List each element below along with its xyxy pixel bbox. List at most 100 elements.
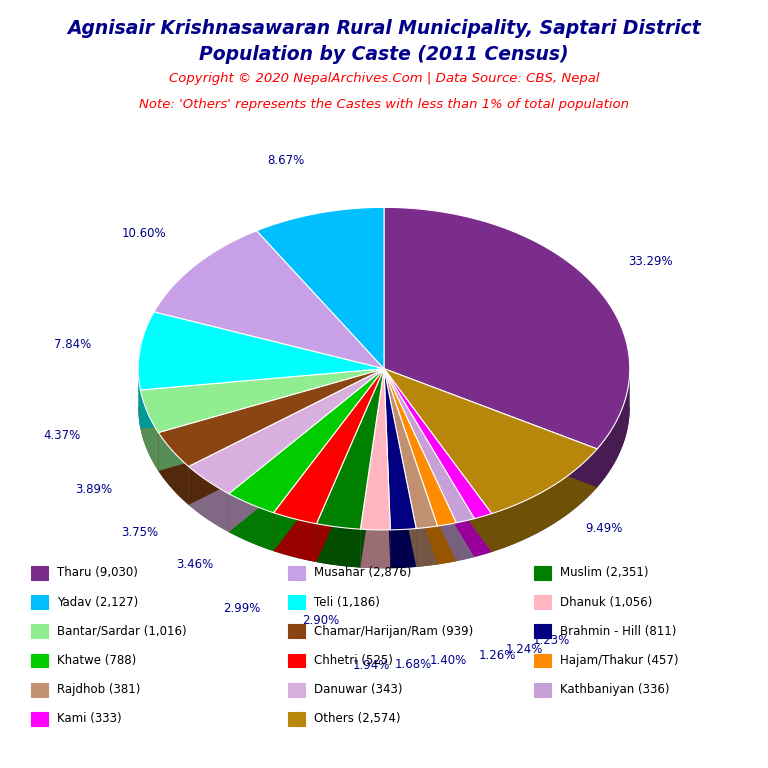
Bar (288, 566, 305, 580)
Bar (31, 683, 48, 697)
Text: 3.46%: 3.46% (176, 558, 213, 571)
Polygon shape (158, 369, 384, 466)
Polygon shape (360, 369, 390, 530)
Bar (288, 712, 305, 726)
Text: 4.37%: 4.37% (44, 429, 81, 442)
Bar (288, 654, 305, 667)
Text: Yadav (2,127): Yadav (2,127) (57, 596, 138, 608)
Polygon shape (384, 369, 456, 526)
Text: 3.89%: 3.89% (75, 482, 112, 495)
Text: Musahar (2,876): Musahar (2,876) (314, 567, 412, 579)
Polygon shape (360, 369, 384, 568)
Bar (288, 683, 305, 697)
Bar (31, 654, 48, 667)
Polygon shape (189, 369, 384, 494)
Bar (534, 624, 551, 638)
Polygon shape (158, 432, 189, 505)
Polygon shape (384, 369, 475, 523)
Polygon shape (141, 369, 384, 429)
Text: Rajdhob (381): Rajdhob (381) (57, 684, 141, 696)
Text: Agnisair Krishnasawaran Rural Municipality, Saptari District: Agnisair Krishnasawaran Rural Municipali… (67, 19, 701, 38)
Bar (31, 595, 48, 609)
Text: Hajam/Thakur (457): Hajam/Thakur (457) (560, 654, 678, 667)
Polygon shape (384, 369, 492, 518)
Polygon shape (384, 369, 438, 528)
Bar (288, 624, 305, 638)
Text: Chamar/Harijan/Ram (939): Chamar/Harijan/Ram (939) (314, 625, 473, 637)
Polygon shape (273, 369, 384, 551)
Polygon shape (316, 369, 384, 562)
Text: 1.23%: 1.23% (533, 634, 570, 647)
Text: 10.60%: 10.60% (122, 227, 167, 240)
Polygon shape (384, 369, 492, 552)
Polygon shape (229, 369, 384, 532)
Text: Bantar/Sardar (1,016): Bantar/Sardar (1,016) (57, 625, 187, 637)
Text: Teli (1,186): Teli (1,186) (314, 596, 380, 608)
Bar (31, 566, 48, 580)
Text: Muslim (2,351): Muslim (2,351) (560, 567, 648, 579)
Text: Chhetri (525): Chhetri (525) (314, 654, 393, 667)
Polygon shape (158, 369, 384, 471)
Polygon shape (273, 369, 384, 524)
Polygon shape (438, 523, 456, 564)
Bar (288, 595, 305, 609)
Text: 2.90%: 2.90% (303, 614, 339, 627)
Polygon shape (384, 369, 456, 561)
Text: Dhanuk (1,056): Dhanuk (1,056) (560, 596, 652, 608)
Text: Copyright © 2020 NepalArchives.Com | Data Source: CBS, Nepal: Copyright © 2020 NepalArchives.Com | Dat… (169, 72, 599, 85)
Polygon shape (384, 369, 598, 514)
Polygon shape (384, 369, 598, 488)
Polygon shape (384, 369, 416, 530)
Polygon shape (384, 207, 630, 449)
Polygon shape (360, 529, 390, 568)
Polygon shape (229, 494, 273, 551)
Text: 1.94%: 1.94% (353, 659, 389, 672)
Polygon shape (598, 369, 630, 488)
Bar (534, 683, 551, 697)
Text: 3.75%: 3.75% (121, 526, 158, 538)
Text: 1.24%: 1.24% (506, 643, 544, 656)
Polygon shape (384, 369, 475, 557)
Polygon shape (141, 369, 384, 432)
Text: Khatwe (788): Khatwe (788) (57, 654, 136, 667)
Polygon shape (384, 369, 390, 568)
Bar (534, 595, 551, 609)
Text: 1.68%: 1.68% (394, 658, 432, 671)
Text: 2.99%: 2.99% (223, 601, 260, 614)
Polygon shape (360, 369, 384, 568)
Text: 8.67%: 8.67% (267, 154, 305, 167)
Polygon shape (138, 312, 384, 390)
Bar (31, 624, 48, 638)
Polygon shape (475, 514, 492, 557)
Polygon shape (316, 369, 384, 562)
Text: Others (2,574): Others (2,574) (314, 713, 401, 725)
Polygon shape (390, 528, 416, 568)
Polygon shape (141, 390, 158, 471)
Text: 1.40%: 1.40% (429, 654, 467, 667)
Polygon shape (257, 207, 384, 369)
Polygon shape (138, 407, 630, 568)
Polygon shape (316, 369, 384, 529)
Bar (31, 712, 48, 726)
Polygon shape (384, 369, 456, 561)
Polygon shape (154, 230, 384, 369)
Text: Tharu (9,030): Tharu (9,030) (57, 567, 137, 579)
Bar (534, 654, 551, 667)
Text: Kami (333): Kami (333) (57, 713, 121, 725)
Polygon shape (229, 369, 384, 513)
Polygon shape (384, 369, 598, 488)
Text: 1.26%: 1.26% (478, 649, 516, 662)
Text: Population by Caste (2011 Census): Population by Caste (2011 Census) (199, 45, 569, 64)
Polygon shape (384, 369, 438, 564)
Text: 33.29%: 33.29% (628, 255, 674, 267)
Text: 9.49%: 9.49% (585, 521, 623, 535)
Text: Brahmin - Hill (811): Brahmin - Hill (811) (560, 625, 677, 637)
Polygon shape (384, 369, 416, 567)
Text: Note: 'Others' represents the Castes with less than 1% of total population: Note: 'Others' represents the Castes wit… (139, 98, 629, 111)
Polygon shape (189, 466, 229, 532)
Polygon shape (384, 369, 475, 557)
Polygon shape (229, 369, 384, 532)
Polygon shape (141, 369, 384, 429)
Polygon shape (384, 369, 492, 552)
Text: Kathbaniyan (336): Kathbaniyan (336) (560, 684, 670, 696)
